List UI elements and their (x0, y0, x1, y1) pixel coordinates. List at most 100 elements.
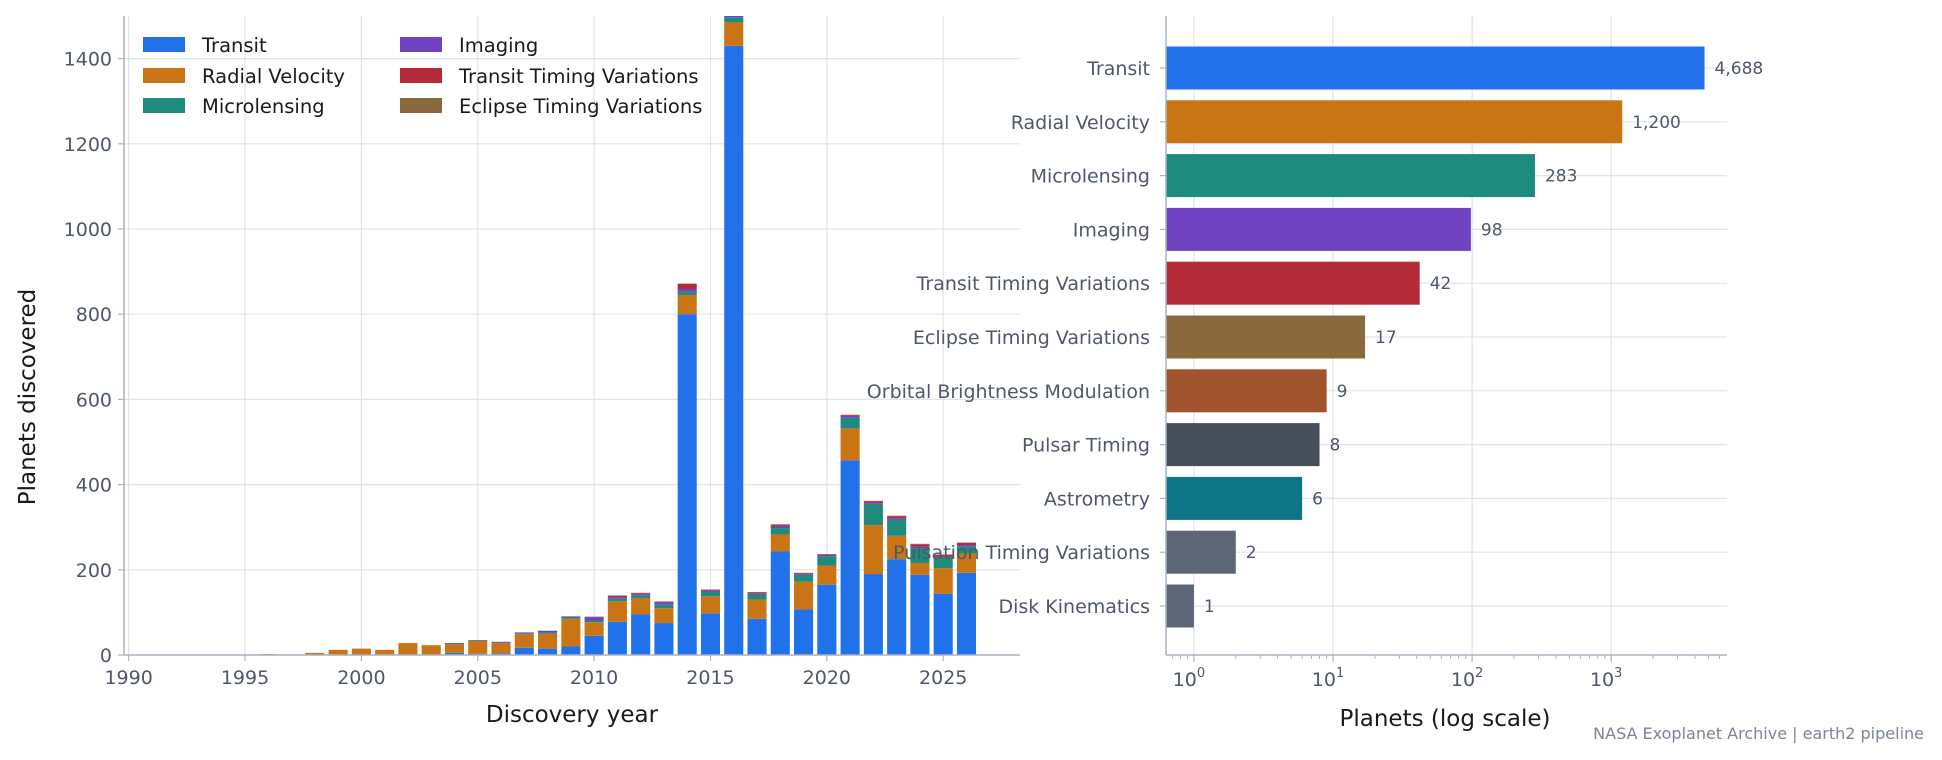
legend: Transit Radial Velocity Microlensing Imagin… (143, 34, 702, 118)
bar-2010-radial-velocity (584, 622, 604, 636)
bar-2010-transit (584, 635, 604, 655)
right-ticks: Transit Radial Velocity Microlensing Imagin… (867, 58, 1720, 691)
category-label-pulsar-timing: Pulsar Timing (1022, 435, 1150, 457)
bar-2011-imaging (607, 597, 627, 599)
bar-2021-transit-timing-variations (840, 415, 860, 417)
bar-2017-microlensing (747, 594, 767, 600)
bar-2011-microlensing (607, 598, 627, 602)
category-label-astrometry: Astrometry (1044, 488, 1150, 510)
bar-2001-radial-velocity (375, 649, 395, 655)
legend-item-radial-velocity: Radial Velocity (143, 65, 345, 88)
bar-transit-timing-variations (1166, 261, 1420, 305)
bar-2026-radial-velocity (956, 553, 977, 573)
x-tick-label: 2005 (454, 667, 502, 689)
bar-2022-imaging (863, 502, 883, 504)
bar-2024-transit-timing-variations (910, 544, 930, 547)
bar-1998-radial-velocity (305, 652, 325, 655)
value-label-disk-kinematics: 1 (1204, 597, 1215, 617)
bar-2016-radial-velocity (724, 22, 744, 46)
bar-astrometry (1166, 476, 1303, 520)
bar-2017-transit (747, 618, 767, 655)
category-label-microlensing: Microlensing (1031, 166, 1150, 188)
category-label-disk-kinematics: Disk Kinematics (998, 596, 1150, 618)
bar-2015-imaging (700, 590, 721, 592)
bar-2023-transit (887, 559, 907, 655)
bar-2021-radial-velocity (840, 428, 860, 461)
x-tick-label: 2015 (686, 667, 734, 689)
value-label-imaging: 98 (1481, 220, 1503, 240)
value-label-microlensing: 283 (1545, 167, 1577, 187)
bar-2019-imaging (794, 574, 814, 575)
bar-2012-microlensing (631, 595, 651, 599)
bar-2025-microlensing (933, 557, 953, 569)
bar-transit (1166, 46, 1705, 90)
bar-2020-microlensing (817, 556, 837, 566)
category-label-radial-velocity: Radial Velocity (1011, 112, 1150, 134)
bar-2017-radial-velocity (747, 599, 767, 619)
bar-2012-transit-timing-variations (631, 593, 651, 595)
legend-swatch (143, 37, 185, 52)
bar-2016-imaging (724, 16, 744, 18)
left-bars (212, 16, 977, 655)
bar-2026-transit (956, 572, 977, 655)
legend-item-eclipse-timing-variations: Eclipse Timing Variations (400, 95, 702, 118)
x-tick-label: 2025 (919, 667, 967, 689)
bar-2015-transit-timing-variations (700, 589, 721, 591)
bar-2008-microlensing (538, 632, 558, 634)
bar-2026-imaging (956, 545, 977, 547)
bar-2007-transit (514, 647, 534, 655)
bar-2018-radial-velocity (770, 534, 790, 552)
y-tick-label: 800 (76, 304, 112, 326)
legend-label: Transit Timing Variations (458, 65, 699, 88)
bar-2020-imaging (817, 554, 837, 557)
bar-2014-radial-velocity (677, 295, 697, 315)
bar-pulsation-timing-variations (1166, 530, 1236, 574)
bar-eclipse-timing-variations (1166, 315, 1366, 359)
x-tick-label: 2000 (337, 667, 385, 689)
legend-label: Microlensing (202, 95, 325, 118)
bar-imaging (1166, 207, 1471, 251)
bar-radial-velocity (1166, 100, 1623, 144)
bar-2025-radial-velocity (933, 568, 953, 594)
bar-2021-transit (840, 460, 860, 655)
bar-2016-transit (724, 45, 744, 655)
legend-label: Transit (201, 34, 267, 57)
bar-2008-radial-velocity (538, 633, 558, 649)
value-label-pulsar-timing: 8 (1330, 436, 1341, 456)
left-grid (124, 16, 1020, 656)
bar-2020-radial-velocity (817, 565, 837, 585)
legend-swatch (400, 37, 442, 52)
bar-2019-radial-velocity (794, 581, 814, 610)
bar-2007-imaging (514, 632, 534, 634)
bar-2006-radial-velocity (491, 643, 511, 654)
bar-2019-microlensing (794, 574, 814, 582)
y-tick-label: 1000 (64, 219, 112, 241)
bar-2022-transit (863, 574, 883, 655)
bar-2018-transit (770, 551, 790, 655)
value-label-radial-velocity: 1,200 (1632, 113, 1681, 133)
y-tick-label: 1200 (64, 134, 112, 156)
value-label-orbital-brightness-modulation: 9 (1337, 382, 1348, 402)
bar-2015-transit (700, 613, 721, 655)
bar-2014-imaging (677, 289, 697, 292)
category-label-eclipse-timing-variations: Eclipse Timing Variations (913, 327, 1150, 349)
bar-2021-microlensing (840, 417, 860, 429)
bar-2026-microlensing (956, 546, 977, 554)
legend-label: Radial Velocity (202, 65, 345, 88)
bar-2025-transit (933, 593, 953, 655)
bar-2024-microlensing (910, 548, 930, 563)
category-label-pulsation-timing-variations: Pulsation Timing Variations (893, 542, 1150, 564)
bar-2024-radial-velocity (910, 562, 930, 575)
bar-2010-imaging (584, 617, 604, 621)
bar-2022-microlensing (863, 503, 883, 526)
source-note: NASA Exoplanet Archive | earth2 pipeline (1593, 724, 1924, 743)
x-tick-label: 103 (1590, 666, 1622, 691)
value-label-astrometry: 6 (1312, 489, 1323, 509)
bar-microlensing (1166, 154, 1535, 198)
bar-2004-microlensing (444, 643, 465, 645)
bar-2018-imaging (770, 525, 790, 529)
bar-2011-transit-timing-variations (607, 595, 627, 598)
bar-2005-radial-velocity (468, 640, 488, 654)
